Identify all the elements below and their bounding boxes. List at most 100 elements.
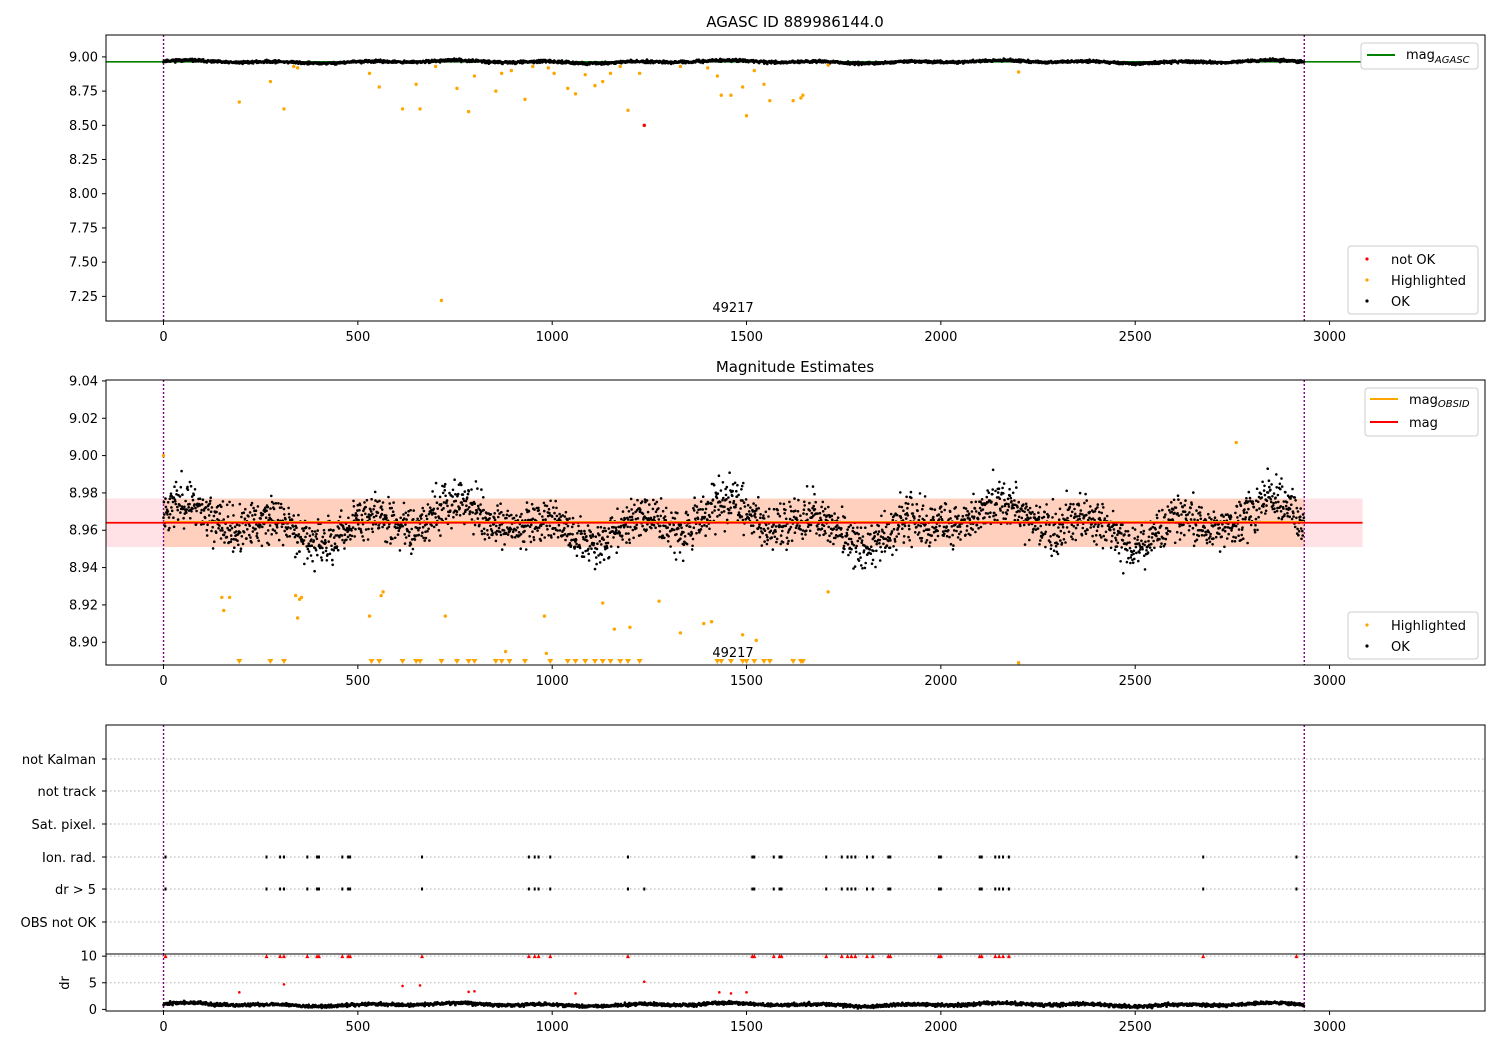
ok-point xyxy=(625,506,629,509)
ok-point xyxy=(928,541,932,544)
ok-point xyxy=(934,538,937,542)
ok-point xyxy=(830,532,833,535)
ok-point xyxy=(217,527,220,530)
ok-point xyxy=(889,512,893,516)
ok-point xyxy=(552,532,556,536)
ok-point xyxy=(233,525,237,529)
y-tick-label: 8.75 xyxy=(69,85,98,100)
ok-point xyxy=(218,524,221,527)
ok-point xyxy=(759,516,762,520)
ok-point xyxy=(423,539,427,542)
x-tick-label: 2500 xyxy=(1119,330,1152,345)
ok-point xyxy=(600,553,603,556)
ok-point xyxy=(815,532,818,535)
ok-point xyxy=(268,524,272,527)
ok-point xyxy=(711,498,715,502)
ok-point xyxy=(281,543,285,547)
ok-point xyxy=(315,532,318,536)
ok-point xyxy=(745,513,749,516)
ok-point xyxy=(906,502,910,506)
ok-point xyxy=(284,517,287,521)
ok-point xyxy=(932,515,935,519)
ok-point xyxy=(466,492,470,496)
ok-point xyxy=(764,523,768,527)
ok-point xyxy=(878,538,882,542)
ok-point xyxy=(315,537,319,541)
ok-point xyxy=(419,517,423,520)
ok-point xyxy=(762,514,765,517)
ok-point xyxy=(168,513,172,516)
ok-point xyxy=(312,539,316,542)
highlighted-point xyxy=(801,93,805,97)
ok-point xyxy=(890,530,894,533)
y-tick-label: 7.75 xyxy=(69,221,98,236)
ok-point xyxy=(693,496,696,500)
ok-point xyxy=(225,503,229,507)
ok-point xyxy=(282,507,286,511)
ok-point xyxy=(550,515,554,518)
ok-point xyxy=(299,535,303,539)
x-tick-label: 0 xyxy=(159,330,167,345)
ok-point xyxy=(555,514,559,518)
ok-point xyxy=(305,532,309,535)
ok-point xyxy=(240,515,243,519)
ok-point xyxy=(939,505,943,508)
ok-point xyxy=(411,547,415,551)
ok-point xyxy=(893,537,897,541)
ok-point xyxy=(280,525,284,528)
ok-point xyxy=(380,512,384,516)
ok-point xyxy=(725,485,729,489)
highlighted-point xyxy=(546,66,551,70)
ok-point xyxy=(443,489,447,492)
ok-point xyxy=(541,518,545,522)
ok-point xyxy=(235,523,239,526)
ok-point xyxy=(290,518,294,522)
ok-point xyxy=(905,495,908,499)
ok-point xyxy=(603,526,606,530)
ok-point xyxy=(734,503,738,507)
ok-point xyxy=(481,517,485,520)
ok-point xyxy=(232,514,235,517)
ok-point xyxy=(902,541,906,544)
ok-point xyxy=(230,538,233,541)
ok-point xyxy=(743,505,747,508)
ok-point xyxy=(564,538,567,542)
highlighted-point xyxy=(626,108,630,112)
ok-point xyxy=(424,536,428,540)
ok-point xyxy=(190,510,193,513)
ok-point xyxy=(927,528,931,531)
ok-point xyxy=(239,550,242,553)
ok-point xyxy=(836,524,839,527)
ok-point xyxy=(533,508,536,511)
ok-point xyxy=(326,553,329,556)
ok-point xyxy=(455,513,458,516)
ok-point xyxy=(370,527,374,531)
ok-point xyxy=(266,529,270,532)
ok-point xyxy=(403,542,407,545)
top-legend-highlighted-label: Highlighted xyxy=(1391,274,1466,289)
ok-point xyxy=(404,511,408,515)
ok-point xyxy=(345,538,348,542)
ok-point xyxy=(272,507,276,511)
ok-point xyxy=(166,513,169,516)
ok-point xyxy=(582,555,586,558)
ok-point xyxy=(211,547,215,550)
ok-point xyxy=(305,525,308,529)
ok-point xyxy=(767,515,770,518)
ok-point xyxy=(176,505,179,509)
ok-point xyxy=(242,511,246,514)
ok-point xyxy=(786,542,790,545)
ok-point xyxy=(321,535,325,539)
ok-point xyxy=(277,538,281,542)
y-tick-label: 8.00 xyxy=(69,187,98,202)
ok-point xyxy=(366,538,370,541)
ok-point xyxy=(628,541,631,545)
ok-point xyxy=(489,513,493,516)
top-legend-notok-label: not OK xyxy=(1391,253,1436,268)
ok-point xyxy=(437,529,441,532)
ok-point xyxy=(808,501,811,505)
ok-point xyxy=(795,524,799,528)
ok-point xyxy=(712,483,716,487)
ok-point xyxy=(904,501,908,505)
ok-point xyxy=(209,496,212,500)
